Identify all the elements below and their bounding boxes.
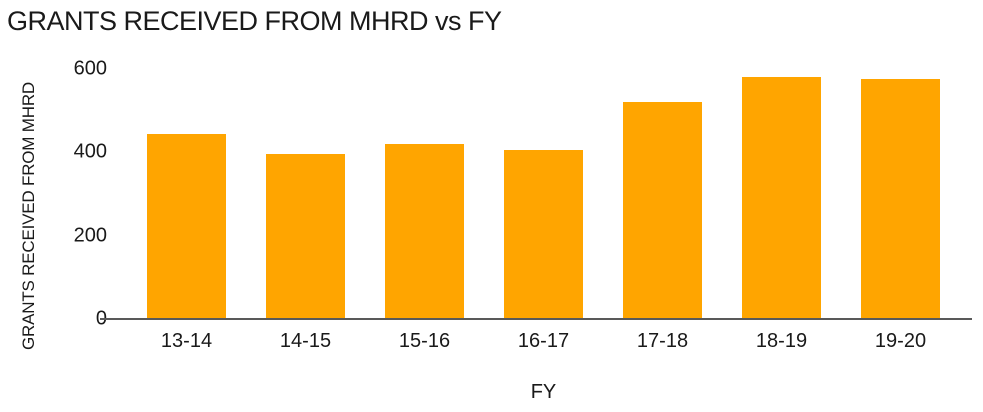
x-tick-slot: 16-17	[484, 330, 603, 353]
y-tick-label: 200	[73, 224, 107, 247]
y-tick-label: 600	[73, 57, 107, 80]
x-tick-slot: 19-20	[841, 330, 960, 353]
bar-17-18	[623, 102, 702, 319]
x-tick-slot: 13-14	[127, 330, 246, 353]
x-axis-title: FY	[530, 381, 557, 403]
bar-slot	[841, 69, 960, 319]
x-tick-label: 15-16	[398, 330, 451, 352]
bar-slot	[246, 69, 365, 319]
bar-slot	[603, 69, 722, 319]
x-tick-label: 17-18	[636, 330, 689, 352]
x-axis-line	[100, 318, 972, 320]
bar-slot	[127, 69, 246, 319]
bar-18-19	[742, 77, 821, 319]
x-tick-label: 16-17	[517, 330, 570, 352]
x-tick-slot: 15-16	[365, 330, 484, 353]
x-tick-slot: 14-15	[246, 330, 365, 353]
y-tick-label: 0	[37, 308, 107, 331]
y-tick-label: 400	[73, 140, 107, 163]
bar-slot	[484, 69, 603, 319]
x-tick-slot: 18-19	[722, 330, 841, 353]
bar-16-17	[504, 150, 583, 319]
x-tick-label: 18-19	[755, 330, 808, 352]
bar-13-14	[147, 133, 226, 319]
bar-14-15	[266, 154, 345, 319]
x-tick-slot: 17-18	[603, 330, 722, 353]
bar-19-20	[861, 79, 940, 319]
x-tick-label: 19-20	[874, 330, 927, 352]
plot-area	[127, 69, 960, 319]
x-tick-label: 13-14	[160, 330, 213, 352]
bar-slot	[722, 69, 841, 319]
bar-slot	[365, 69, 484, 319]
y-axis-title: GRANTS RECEIVED FROM MHRD	[19, 82, 38, 350]
x-tick-labels: 13-14 14-15 15-16 16-17 17-18 18-19 19-20	[127, 330, 960, 353]
bar-15-16	[385, 144, 464, 319]
x-tick-label: 14-15	[279, 330, 332, 352]
chart-title: GRANTS RECEIVED FROM MHRD vs FY	[7, 6, 502, 36]
